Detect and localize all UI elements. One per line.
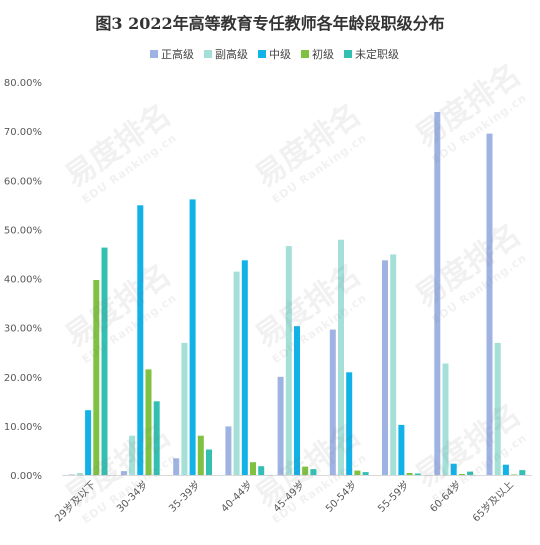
legend-item: 中级 [258,46,291,62]
bar [486,133,493,475]
bar [225,426,232,475]
bar [519,470,526,475]
bar [85,410,92,475]
bar [442,363,449,475]
bar [68,474,75,475]
x-tick-label: 40-44岁 [218,478,255,515]
legend-label: 中级 [269,48,291,61]
bar [277,376,284,476]
bar [93,280,100,475]
bar [398,424,405,475]
bar [189,199,196,475]
y-tick-label: 30.00% [4,324,42,335]
bar [285,246,292,475]
legend-swatch [258,50,266,58]
bar [511,474,518,475]
bar [294,326,300,475]
legend-swatch [150,50,158,58]
bar [390,254,397,475]
bar [241,260,248,475]
legend-label: 副高级 [215,48,248,61]
bar [450,463,457,475]
bar [434,112,441,475]
bar [414,473,421,475]
bar [181,342,188,475]
y-tick-label: 80.00% [4,78,42,89]
x-tick-label: 60-64岁 [427,478,464,515]
bar [467,471,474,475]
legend-item: 未定职级 [344,46,399,62]
bar [458,474,465,475]
x-tick-label: 55-59岁 [375,478,412,515]
bar [120,471,127,475]
legend-item: 初级 [301,46,334,62]
bar [197,435,204,475]
bar [137,205,144,476]
y-tick-label: 20.00% [4,373,42,384]
y-tick-label: 40.00% [4,275,42,286]
bar [153,401,160,475]
x-tick-label: 65岁及以上 [470,478,516,524]
chart-title: 图3 2022年高等教育专任教师各年龄段职级分布 [95,14,445,33]
y-tick-label: 50.00% [4,225,42,236]
bar [76,473,83,475]
y-tick-label: 70.00% [4,127,42,138]
x-tick-label: 35-39岁 [166,478,203,515]
legend: 正高级 副高级 中级 初级 未定职级 [150,46,399,62]
bar [346,372,353,475]
bar [250,462,256,475]
bar [338,239,344,475]
legend-label: 初级 [312,48,334,61]
y-tick-label: 60.00% [4,176,42,187]
bar [206,449,212,475]
y-tick-label: 0.00% [10,471,42,482]
legend-swatch [301,50,309,58]
x-tick-label: 45-49岁 [270,478,307,515]
x-tick-label: 29岁及以下 [52,478,98,524]
x-tick-label: 30-34岁 [114,478,151,515]
legend-item: 正高级 [150,46,194,62]
bar [302,466,309,475]
bar [502,464,509,475]
y-tick-label: 10.00% [4,422,42,433]
bar [145,369,152,475]
bar [129,435,136,475]
bar [101,247,108,475]
legend-swatch [344,50,352,58]
x-tick-label: 50-54岁 [323,478,360,515]
bar [406,473,413,475]
legend-label: 未定职级 [355,48,399,61]
bar [233,271,240,475]
bar [354,470,361,475]
bar [310,469,317,475]
bar [494,342,501,475]
legend-label: 正高级 [161,48,194,61]
legend-swatch [204,50,212,58]
bar [329,329,336,475]
bar [362,472,369,475]
bar [382,260,388,475]
bar [173,458,180,475]
legend-item: 副高级 [204,46,248,62]
bar [258,466,265,475]
